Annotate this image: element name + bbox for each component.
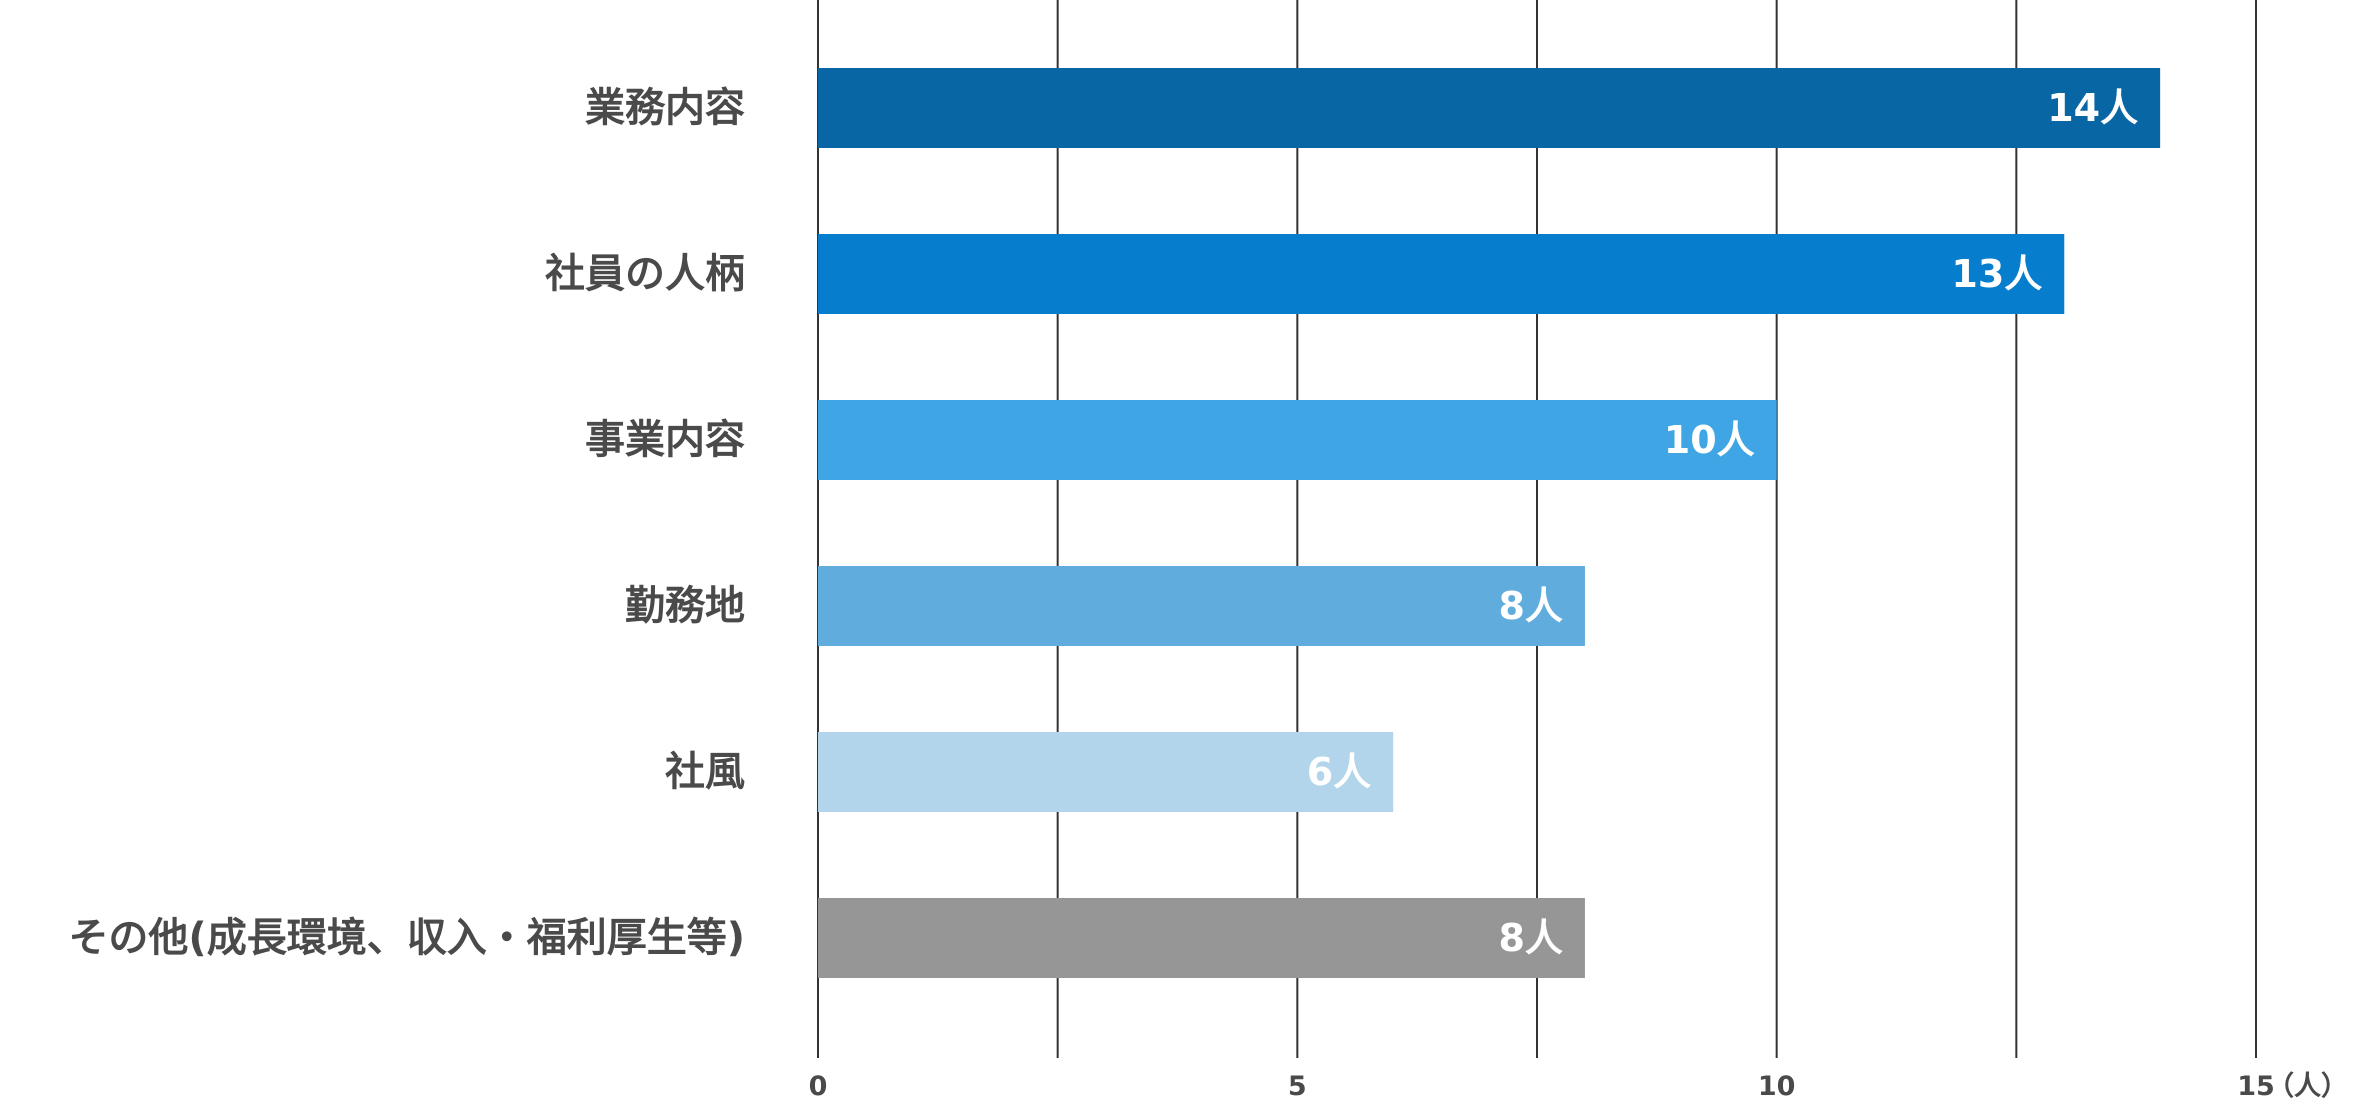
value-label-1: 13人 <box>1951 252 2042 296</box>
bar-1 <box>818 234 2065 314</box>
x-tick-label-2: 10 <box>1758 1071 1796 1102</box>
gridlines <box>817 0 2257 1058</box>
category-label-3: 勤務地 <box>625 583 745 629</box>
category-label-0: 業務内容 <box>585 85 745 131</box>
bar-3 <box>818 566 1585 646</box>
category-label-2: 事業内容 <box>585 417 745 463</box>
x-axis-ticks: 0 5 10 15（人） <box>809 1071 2348 1102</box>
x-tick-label-1: 5 <box>1288 1071 1307 1102</box>
x-tick-label-0: 0 <box>809 1071 828 1102</box>
value-label-4: 6人 <box>1307 750 1371 794</box>
value-labels: 14人 13人 10人 8人 6人 8人 <box>1307 86 2138 960</box>
value-label-3: 8人 <box>1498 584 1562 628</box>
value-label-0: 14人 <box>2047 86 2138 130</box>
bars <box>818 68 2161 978</box>
category-label-1: 社員の人柄 <box>545 251 745 297</box>
bar-0 <box>818 68 2161 148</box>
bar-5 <box>818 898 1585 978</box>
bar-4 <box>818 732 1394 812</box>
category-label-4: 社風 <box>665 749 745 795</box>
value-label-5: 8人 <box>1498 916 1562 960</box>
x-axis-unit-label: （人） <box>2267 1071 2348 1102</box>
x-tick-label-3: 15 <box>2237 1071 2275 1102</box>
bar-2 <box>818 400 1777 480</box>
value-label-2: 10人 <box>1664 418 1755 462</box>
category-label-5: その他(成長環境、収入・福利厚生等) <box>68 915 745 961</box>
